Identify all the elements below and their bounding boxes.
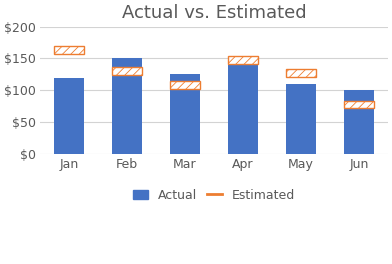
Bar xyxy=(170,82,200,89)
Bar xyxy=(228,65,258,154)
Bar xyxy=(112,67,142,75)
Bar xyxy=(170,74,200,154)
Bar xyxy=(286,84,316,154)
Title: Actual vs. Estimated: Actual vs. Estimated xyxy=(122,4,306,22)
Bar xyxy=(54,78,84,154)
Bar xyxy=(344,90,374,154)
Bar xyxy=(54,46,84,54)
Bar xyxy=(228,56,258,64)
Bar xyxy=(286,69,316,77)
Bar xyxy=(112,58,142,154)
Legend: Actual, Estimated: Actual, Estimated xyxy=(133,189,295,202)
Bar xyxy=(344,101,374,108)
